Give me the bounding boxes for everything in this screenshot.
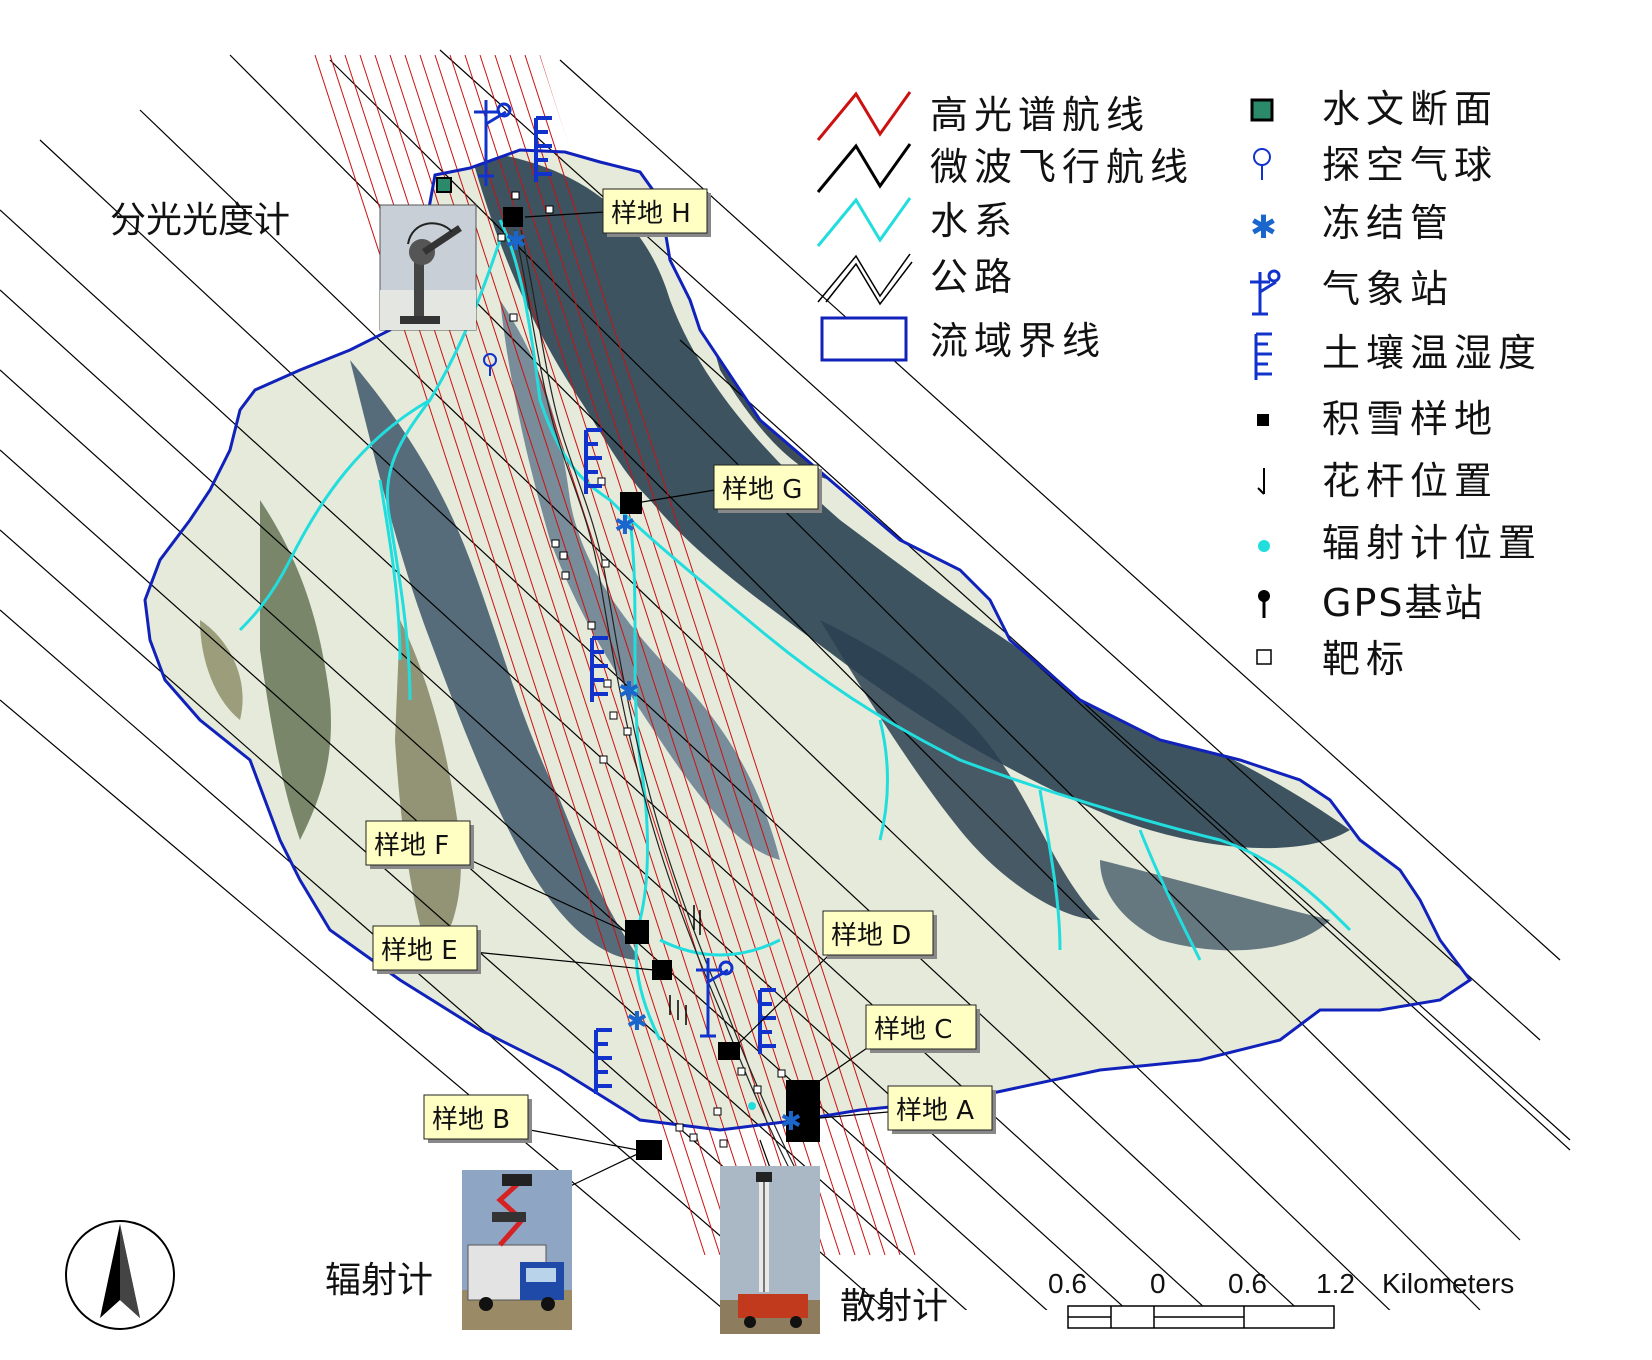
svg-text:✱: ✱	[505, 227, 527, 257]
legend-label-pole: 花杆位置	[1322, 459, 1498, 503]
legend-swatch-balloon	[1253, 148, 1271, 180]
svg-text:✱: ✱	[626, 1007, 648, 1037]
site-h-marker	[503, 207, 523, 227]
scale-unit: Kilometers	[1382, 1268, 1514, 1299]
watershed-boundary	[143, 148, 1473, 1132]
legend-label-river: 水系	[930, 199, 1018, 243]
site-g-label: 样地 G	[722, 475, 802, 505]
legend-label-balloon: 探空气球	[1322, 143, 1498, 187]
legend-label-hyperspectral: 高光谱航线	[930, 93, 1150, 137]
balloon-marker	[483, 353, 497, 376]
site-c-label: 样地 C	[874, 1015, 952, 1045]
legend-swatch-river	[816, 197, 912, 247]
soil-probe-icons	[534, 116, 776, 1094]
site-labels: 样地 H 样地 G 样地 F 样地 E 样地 D 样地 C 样地 A 样地 B	[365, 188, 996, 1191]
legend-swatch-hydro	[1250, 98, 1274, 122]
pole-markers	[669, 905, 701, 1025]
legend-swatch-frost: ✱	[1250, 208, 1277, 246]
legend-label-frost: 冻结管	[1322, 201, 1454, 245]
snow-sample-sites	[503, 207, 820, 1160]
scale-bar: 0.6 0 0.6 1.2 Kilometers	[1048, 1268, 1514, 1329]
legend-label-microwave: 微波飞行航线	[930, 145, 1194, 189]
legend-swatch-target	[1256, 649, 1272, 665]
river-network	[238, 219, 1352, 1041]
svg-text:✱: ✱	[618, 677, 640, 707]
scatterometer-crane-photo	[720, 1166, 820, 1334]
legend-label-hydro: 水文断面	[1322, 87, 1498, 131]
scale-tick-3: 1.2	[1316, 1268, 1355, 1299]
legend-swatch-boundary	[820, 316, 908, 362]
site-b-marker	[636, 1140, 662, 1160]
legend-swatch-hyperspectral	[816, 91, 912, 141]
legend-swatch-radiometer	[1258, 540, 1270, 552]
legend-label-target: 靶标	[1322, 637, 1410, 681]
radiometer-truck-photo	[462, 1170, 572, 1330]
legend-swatch-microwave	[816, 143, 912, 193]
scale-tick-0: 0.6	[1048, 1268, 1087, 1299]
site-a-label: 样地 A	[896, 1096, 974, 1126]
legend-label-gps: GPS基站	[1322, 581, 1484, 625]
legend-label-weather: 气象站	[1322, 267, 1454, 311]
site-d-label: 样地 D	[831, 921, 911, 951]
legend-swatch-gps	[1258, 590, 1270, 618]
svg-text:✱: ✱	[614, 511, 636, 541]
site-b-label: 样地 B	[432, 1105, 510, 1135]
site-f-label: 样地 F	[374, 831, 449, 861]
site-f-marker	[625, 920, 649, 944]
legend-swatch-road	[817, 253, 911, 303]
scale-tick-1: 0	[1150, 1268, 1166, 1299]
legend-label-radiometer: 辐射计位置	[1322, 521, 1542, 565]
radiometer-point	[748, 1102, 756, 1110]
site-g-marker	[620, 492, 642, 514]
legend-swatch-soil	[1254, 332, 1272, 380]
scatterometer-caption: 散射计	[840, 1286, 948, 1327]
site-d-marker	[718, 1042, 740, 1060]
site-a-marker	[786, 1080, 820, 1142]
site-e-label: 样地 E	[381, 936, 458, 966]
legend-swatch-snow	[1257, 414, 1269, 426]
legend-swatch-pole	[1257, 468, 1265, 495]
spectrophotometer-photo	[379, 204, 477, 331]
legend-label-snow: 积雪样地	[1322, 397, 1498, 441]
svg-text:✱: ✱	[780, 1107, 802, 1137]
site-e-marker	[652, 960, 672, 980]
legend-swatch-weather	[1250, 269, 1281, 316]
legend: 高光谱航线 微波飞行航线 水系 公路 流域界线 水文断面 探空气球 ✱ 冻结管 …	[816, 87, 1542, 681]
scale-tick-2: 0.6	[1228, 1268, 1267, 1299]
radiometer-caption: 辐射计	[325, 1260, 433, 1301]
legend-label-soil: 土壤温湿度	[1322, 331, 1542, 375]
hydro-section-marker	[436, 177, 452, 193]
microwave-flight-lines	[0, 49, 1571, 1310]
frost-tube-icons: ✱ ✱ ✱ ✱ ✱	[505, 227, 802, 1137]
spectrophotometer-caption: 分光光度计	[110, 200, 290, 241]
terrain-imagery	[145, 150, 1470, 1130]
legend-label-road: 公路	[930, 255, 1018, 299]
site-h-label: 样地 H	[611, 199, 691, 229]
weather-station-icons	[474, 100, 734, 1038]
north-arrow	[65, 1220, 175, 1330]
legend-label-boundary: 流域界线	[930, 319, 1106, 363]
road-network	[514, 229, 797, 1171]
